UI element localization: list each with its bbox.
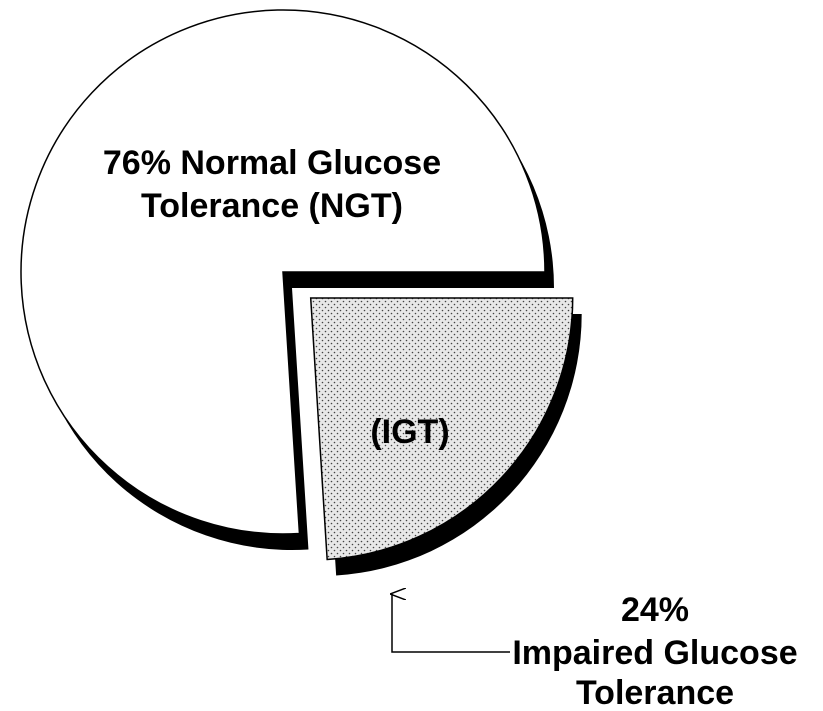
- slice-label: Impaired Glucose: [512, 634, 797, 672]
- slice-annotation: (IGT): [370, 413, 449, 451]
- annotation-arrow: [392, 594, 510, 653]
- slice: [309, 297, 574, 561]
- slice-label: Tolerance: [576, 674, 734, 711]
- slice: [20, 9, 546, 535]
- slices: [20, 9, 574, 561]
- slice-label: 24%: [621, 591, 689, 629]
- slice-label: Tolerance (NGT): [141, 187, 403, 225]
- slice-label: 76% Normal Glucose: [103, 144, 441, 182]
